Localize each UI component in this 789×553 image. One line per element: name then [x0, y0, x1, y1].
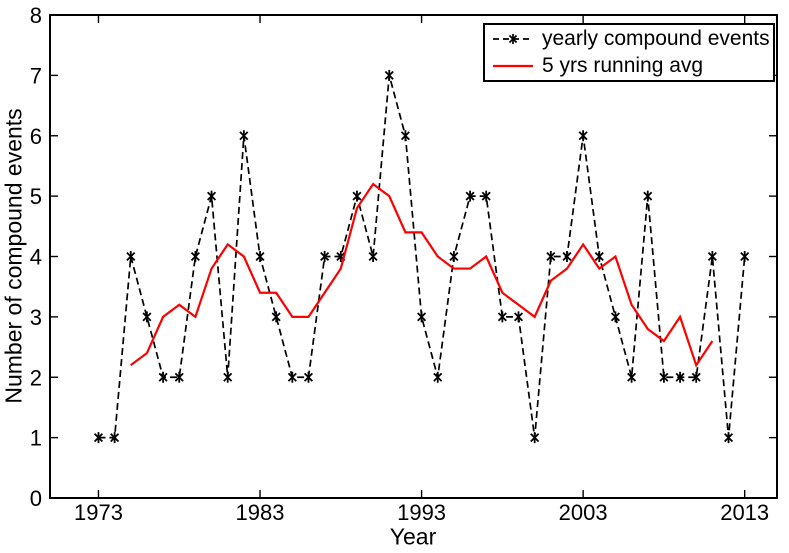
asterisk-marker	[255, 251, 265, 262]
asterisk-marker	[724, 433, 734, 443]
asterisk-marker	[675, 372, 685, 382]
asterisk-marker	[546, 251, 556, 262]
x-tick-label: 2003	[559, 500, 608, 525]
x-tick-label: 1973	[74, 500, 123, 525]
asterisk-marker	[465, 191, 475, 201]
asterisk-marker	[691, 372, 701, 382]
legend-sample-marker	[508, 34, 518, 44]
asterisk-marker	[417, 312, 427, 322]
legend-label-yearly: yearly compound events	[542, 27, 770, 50]
asterisk-marker	[433, 372, 443, 382]
x-tick-label: 2013	[720, 500, 769, 525]
asterisk-marker	[93, 433, 103, 443]
asterisk-marker	[578, 131, 588, 141]
x-tick-label: 1983	[236, 500, 285, 525]
x-tick-label: 1993	[397, 500, 446, 525]
y-tick-label: 7	[30, 63, 42, 88]
asterisk-marker	[207, 191, 217, 201]
legend: yearly compound events 5 yrs running avg	[483, 23, 775, 82]
y-tick-label: 8	[30, 3, 42, 28]
legend-item-running-avg: 5 yrs running avg	[485, 53, 773, 80]
asterisk-marker	[287, 372, 297, 382]
legend-line-sample-yearly	[493, 34, 533, 44]
asterisk-marker	[174, 372, 184, 382]
asterisk-marker	[336, 251, 346, 262]
legend-label-running-avg: 5 yrs running avg	[542, 54, 704, 77]
asterisk-marker	[271, 312, 281, 322]
axes-box	[49, 14, 778, 499]
asterisk-marker	[384, 70, 394, 80]
asterisk-marker	[643, 191, 653, 201]
yearly-series-line	[98, 75, 746, 439]
asterisk-marker	[126, 251, 136, 262]
y-tick-label: 0	[30, 486, 42, 511]
x-axis-label: Year	[389, 523, 437, 550]
legend-item-yearly-compound-events: yearly compound events	[485, 26, 773, 53]
y-tick-label: 2	[30, 365, 42, 390]
running-avg-line	[130, 182, 714, 368]
y-tick-label: 1	[30, 426, 42, 451]
asterisk-marker	[303, 372, 314, 382]
asterisk-marker	[707, 251, 717, 262]
legend-line-sample-running-avg	[493, 64, 533, 68]
asterisk-marker	[513, 312, 524, 322]
y-tick-label: 4	[30, 245, 42, 270]
asterisk-marker	[610, 312, 620, 322]
y-tick-label: 3	[30, 305, 42, 330]
y-tick-label: 5	[30, 184, 42, 209]
asterisk-marker	[449, 251, 459, 262]
asterisk-marker	[530, 433, 540, 443]
asterisk-marker	[352, 191, 362, 201]
asterisk-marker	[320, 251, 330, 262]
asterisk-marker	[158, 372, 168, 382]
asterisk-marker	[110, 433, 120, 443]
asterisk-marker	[223, 372, 233, 382]
asterisk-marker	[594, 251, 604, 262]
asterisk-marker	[481, 191, 491, 201]
y-axis-label: Number of compound events	[0, 108, 27, 404]
asterisk-marker	[497, 312, 507, 322]
asterisk-marker	[659, 372, 669, 382]
asterisk-marker	[562, 251, 572, 262]
y-tick-label: 6	[30, 124, 42, 149]
asterisk-marker	[627, 372, 637, 382]
asterisk-marker	[142, 312, 152, 322]
asterisk-marker	[400, 131, 410, 141]
asterisk-marker	[368, 251, 378, 262]
asterisk-marker	[190, 251, 200, 262]
asterisk-marker	[740, 251, 750, 262]
asterisk-marker	[239, 131, 249, 141]
